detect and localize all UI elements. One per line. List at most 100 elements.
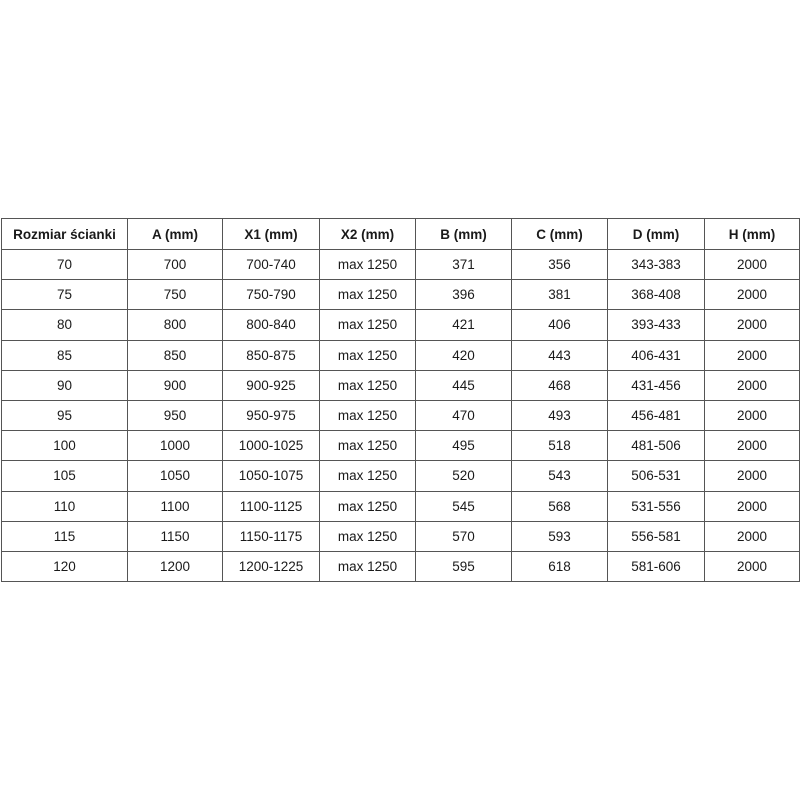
- table-cell: 421: [415, 309, 512, 341]
- header-row: Rozmiar ścianki A (mm) X1 (mm) X2 (mm) B (mm…: [1, 218, 800, 250]
- table-cell: 520: [415, 460, 512, 492]
- table-cell: max 1250: [319, 460, 416, 492]
- table-cell: max 1250: [319, 490, 416, 522]
- table-cell: 85: [1, 339, 128, 371]
- table-cell: 593: [511, 520, 608, 552]
- table-cell: 343-383: [607, 248, 705, 281]
- table-cell: max 1250: [319, 248, 416, 281]
- table-cell: 900-925: [222, 369, 320, 401]
- table-row: 70 700 700-740 max 1250 371 356 343-383 2000: [1, 248, 800, 281]
- table-cell: 368-408: [607, 279, 705, 311]
- table-cell: 2000: [704, 430, 800, 462]
- table-row: 85 850 850-875 max 1250 420 443 406-431 2000: [1, 339, 800, 371]
- table-cell: 443: [511, 339, 608, 371]
- table-cell: max 1250: [319, 520, 416, 552]
- table-cell: 356: [511, 248, 608, 281]
- table-cell: 581-606: [607, 550, 705, 583]
- table-cell: 431-456: [607, 369, 705, 401]
- table-cell: 543: [511, 460, 608, 492]
- table-cell: 468: [511, 369, 608, 401]
- table-cell: 381: [511, 279, 608, 311]
- table-cell: max 1250: [319, 550, 416, 583]
- table-row: 75 750 750-790 max 1250 396 381 368-408 2000: [1, 279, 800, 311]
- table-cell: 470: [415, 399, 512, 432]
- table-cell: 750-790: [222, 279, 320, 311]
- table-cell: 393-433: [607, 309, 705, 341]
- table-cell: 1050: [127, 460, 223, 492]
- column-header: D (mm): [607, 218, 705, 250]
- table-cell: 518: [511, 430, 608, 462]
- table-cell: 481-506: [607, 430, 705, 462]
- table-row: 105 1050 1050-1075 max 1250 520 543 506-531 200…: [1, 460, 800, 492]
- table-cell: 396: [415, 279, 512, 311]
- table-cell: 2000: [704, 279, 800, 311]
- table-row: 80 800 800-840 max 1250 421 406 393-433 2000: [1, 309, 800, 341]
- table-cell: 1150-1175: [222, 520, 320, 552]
- column-header: X2 (mm): [319, 218, 416, 250]
- table-cell: 1200-1225: [222, 550, 320, 583]
- table-cell: 950-975: [222, 399, 320, 432]
- table-cell: max 1250: [319, 369, 416, 401]
- column-header: Rozmiar ścianki: [1, 218, 128, 250]
- table-row: 90 900 900-925 max 1250 445 468 431-456 2000: [1, 369, 800, 401]
- table-cell: max 1250: [319, 430, 416, 462]
- table-cell: 1100-1125: [222, 490, 320, 522]
- table-cell: 406: [511, 309, 608, 341]
- table-cell: 2000: [704, 309, 800, 341]
- table-cell: 115: [1, 520, 128, 552]
- table-cell: 1200: [127, 550, 223, 583]
- table-cell: 2000: [704, 490, 800, 522]
- table-cell: 100: [1, 430, 128, 462]
- table-cell: 406-431: [607, 339, 705, 371]
- column-header: B (mm): [415, 218, 512, 250]
- table-cell: 1000: [127, 430, 223, 462]
- table-cell: 506-531: [607, 460, 705, 492]
- table-cell: 2000: [704, 460, 800, 492]
- column-header: C (mm): [511, 218, 608, 250]
- table-cell: 545: [415, 490, 512, 522]
- column-header: A (mm): [127, 218, 223, 250]
- table-cell: 70: [1, 248, 128, 281]
- table-row: 110 1100 1100-1125 max 1250 545 568 531-556 200…: [1, 490, 800, 522]
- table-cell: 80: [1, 309, 128, 341]
- table-cell: 700-740: [222, 248, 320, 281]
- table-cell: 556-581: [607, 520, 705, 552]
- table-cell: 531-556: [607, 490, 705, 522]
- table-row: 120 1200 1200-1225 max 1250 595 618 581-606 200…: [1, 550, 800, 583]
- table-cell: max 1250: [319, 309, 416, 341]
- table-cell: 420: [415, 339, 512, 371]
- table-cell: 2000: [704, 369, 800, 401]
- table-row: 100 1000 1000-1025 max 1250 495 518 481-506 200…: [1, 430, 800, 462]
- table-cell: max 1250: [319, 339, 416, 371]
- table-cell: 1150: [127, 520, 223, 552]
- table-cell: 493: [511, 399, 608, 432]
- column-header: H (mm): [704, 218, 800, 250]
- table-cell: 750: [127, 279, 223, 311]
- table-cell: max 1250: [319, 279, 416, 311]
- table-cell: 105: [1, 460, 128, 492]
- table-cell: 570: [415, 520, 512, 552]
- table-row: 115 1150 1150-1175 max 1250 570 593 556-581 200…: [1, 520, 800, 552]
- table-cell: 568: [511, 490, 608, 522]
- table-cell: 595: [415, 550, 512, 583]
- column-header: X1 (mm): [222, 218, 320, 250]
- table-cell: 120: [1, 550, 128, 583]
- table-cell: 800: [127, 309, 223, 341]
- table-cell: 75: [1, 279, 128, 311]
- table-cell: 456-481: [607, 399, 705, 432]
- table-cell: 110: [1, 490, 128, 522]
- table-cell: 1100: [127, 490, 223, 522]
- table-cell: 1000-1025: [222, 430, 320, 462]
- table-cell: max 1250: [319, 399, 416, 432]
- table-cell: 900: [127, 369, 223, 401]
- table-cell: 495: [415, 430, 512, 462]
- table-cell: 850-875: [222, 339, 320, 371]
- table-cell: 1050-1075: [222, 460, 320, 492]
- dimensions-table: Rozmiar ścianki A (mm) X1 (mm) X2 (mm) B (mm…: [1, 218, 800, 583]
- table-cell: 2000: [704, 520, 800, 552]
- table-cell: 2000: [704, 248, 800, 281]
- table-cell: 800-840: [222, 309, 320, 341]
- table-row: 95 950 950-975 max 1250 470 493 456-481 2000: [1, 399, 800, 432]
- table-cell: 850: [127, 339, 223, 371]
- table-cell: 90: [1, 369, 128, 401]
